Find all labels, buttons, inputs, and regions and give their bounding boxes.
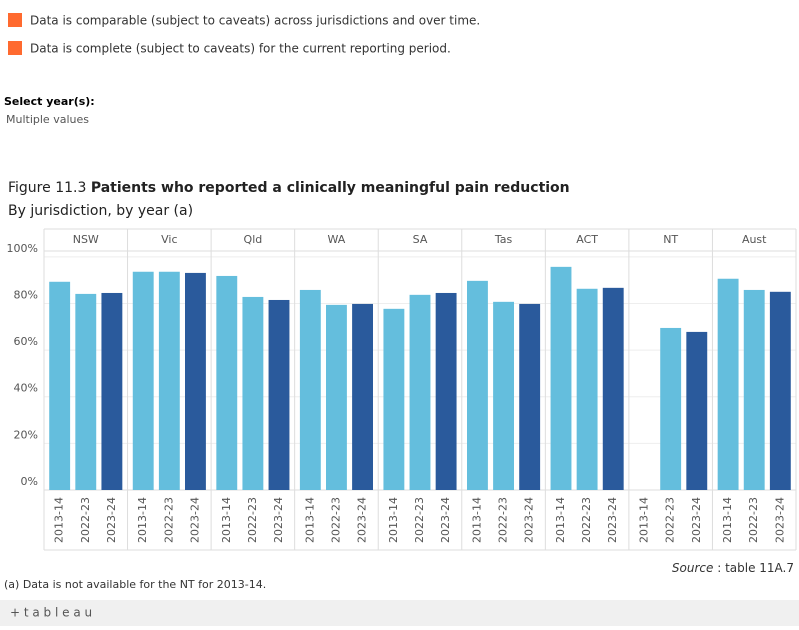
x-tick-label: 2023-24 [523, 497, 536, 543]
bar [493, 301, 514, 490]
y-tick-label: 100% [7, 242, 38, 255]
x-tick-label: 2022-23 [747, 497, 760, 543]
bar [717, 278, 739, 490]
bar [660, 327, 682, 490]
x-tick-label: 2023-24 [439, 497, 452, 543]
panel-header: ACT [576, 233, 598, 246]
bar [686, 331, 708, 490]
y-tick-label: 80% [14, 288, 38, 301]
legend-swatch [8, 41, 22, 55]
bar [743, 289, 765, 490]
x-tick-label: 2013-14 [303, 497, 316, 543]
x-tick-label: 2013-14 [220, 497, 233, 543]
x-tick-label: 2013-14 [554, 497, 567, 543]
footnote: (a) Data is not available for the NT for… [4, 578, 266, 591]
bar [383, 308, 405, 490]
x-tick-label: 2023-24 [773, 497, 786, 543]
bar [326, 304, 347, 490]
x-tick-label: 2022-23 [329, 497, 342, 543]
legend-note: Data is comparable (subject to caveats) … [30, 14, 480, 28]
x-tick-label: 2023-24 [356, 497, 369, 543]
chart-subtitle: By jurisdiction, by year (a) [8, 203, 193, 219]
y-tick-label: 60% [14, 335, 38, 348]
bar [409, 294, 431, 490]
bar [602, 287, 624, 490]
x-tick-label: 2022-23 [497, 497, 510, 543]
bar [550, 266, 572, 490]
toolbar [0, 600, 799, 626]
x-tick-label: 2022-23 [79, 497, 92, 543]
panel-header: SA [413, 233, 428, 246]
panel-header: Qld [244, 233, 263, 246]
x-tick-label: 2022-23 [246, 497, 259, 543]
panel-header: NT [663, 233, 678, 246]
bar [132, 271, 154, 490]
bar [467, 280, 488, 490]
filter-label: Select year(s): [4, 95, 95, 108]
legend-note: Data is complete (subject to caveats) fo… [30, 42, 451, 56]
bar [576, 288, 598, 490]
panel-header: WA [328, 233, 346, 246]
filter-value[interactable]: Multiple values [6, 113, 89, 126]
x-tick-label: 2013-14 [470, 497, 483, 543]
figure-number: Figure 11.3 [8, 180, 86, 196]
bar [435, 292, 457, 490]
bar [185, 272, 206, 490]
bar [268, 299, 290, 490]
panel-header: Vic [161, 233, 177, 246]
x-tick-label: 2023-24 [105, 497, 118, 543]
bar [216, 275, 238, 490]
x-tick-label: 2023-24 [188, 497, 201, 543]
x-tick-label: 2013-14 [136, 497, 149, 543]
legend-swatch [8, 13, 22, 27]
bar [242, 296, 264, 490]
source-prefix: Source [672, 561, 713, 575]
y-tick-label: 20% [14, 428, 38, 441]
bar [299, 289, 321, 490]
bar [352, 303, 373, 490]
panel-header: Tas [494, 233, 513, 246]
y-tick-label: 40% [14, 382, 38, 395]
bar [519, 303, 541, 490]
panel-header: Aust [742, 233, 767, 246]
x-tick-label: 2023-24 [606, 497, 619, 543]
bar [75, 293, 97, 490]
x-tick-label: 2022-23 [580, 497, 593, 543]
chart-title: Patients who reported a clinically meani… [91, 180, 570, 196]
brand[interactable]: + t a b l e a u [10, 606, 92, 620]
x-tick-label: 2022-23 [162, 497, 175, 543]
source: Source : table 11A.7 [672, 561, 794, 575]
panel-header: NSW [73, 233, 99, 246]
x-tick-label: 2023-24 [272, 497, 285, 543]
bar [101, 292, 123, 490]
figure-title: Figure 11.3 Patients who reported a clin… [8, 180, 570, 196]
x-tick-label: 2023-24 [690, 497, 703, 543]
x-tick-label: 2013-14 [721, 497, 734, 543]
plot: 0% 20% 40% 60% 80% 100% NSW 2013-14 2022-23 2023-… [7, 228, 797, 551]
x-tick-label: 2022-23 [413, 497, 426, 543]
x-tick-label: 2013-14 [53, 497, 66, 543]
bar [769, 291, 791, 490]
x-tick-label: 2013-14 [638, 497, 651, 543]
bar [158, 271, 180, 490]
y-tick-label: 0% [21, 475, 38, 488]
x-tick-label: 2013-14 [387, 497, 400, 543]
source-text: : table 11A.7 [717, 561, 794, 575]
x-tick-label: 2022-23 [664, 497, 677, 543]
bar [49, 281, 71, 490]
